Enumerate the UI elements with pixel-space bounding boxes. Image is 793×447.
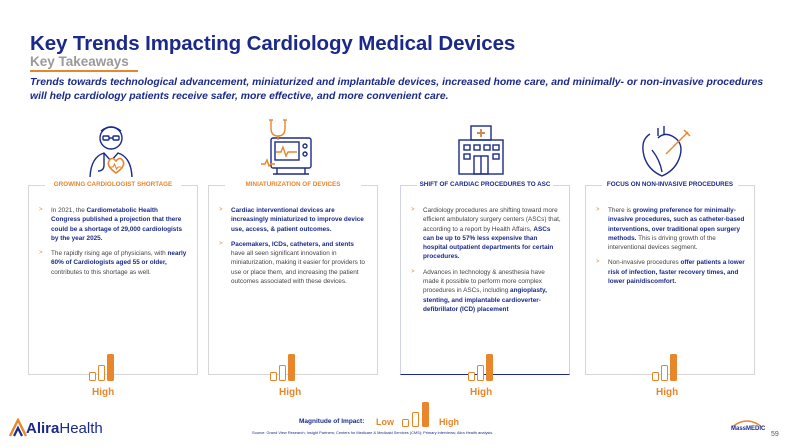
impact-bar-mid — [661, 365, 668, 381]
legend-label: Magnitude of Impact: — [299, 418, 365, 425]
legend-low-label: Low — [376, 417, 394, 427]
card-bullet: Non-invasive procedures offer patients a… — [594, 258, 746, 286]
card-title: MINIATURIZATION OF DEVICES — [245, 181, 341, 188]
card-body: There is growing preference for minimall… — [594, 206, 746, 292]
legend-bar-low — [402, 419, 409, 427]
impact-bar-mid — [279, 365, 286, 381]
impact-bar-low — [270, 372, 277, 381]
impact-bar-mid — [98, 365, 105, 381]
impact-bars — [270, 354, 300, 381]
card-bullet: Cardiac interventional devices are incre… — [217, 206, 369, 234]
impact-bar-low — [652, 372, 659, 381]
impact-label: High — [470, 387, 493, 398]
card-body: In 2021, the Cardiometabolic Health Cong… — [37, 206, 189, 283]
impact-bar-low — [468, 372, 475, 381]
impact-bars — [89, 354, 119, 381]
card-shift-to-asc: SHIFT OF CARDIAC PROCEDURES TO ASC Cardi… — [400, 181, 570, 375]
subtitle-underline — [30, 70, 138, 72]
impact-bar-high — [107, 354, 114, 381]
massmedic-logo-icon — [731, 420, 763, 428]
card-bullet: Pacemakers, ICDs, catheters, and stents … — [217, 240, 369, 286]
card-body: Cardiac interventional devices are incre… — [217, 206, 369, 292]
monitor-stethoscope-icon — [261, 119, 312, 175]
card-non-invasive: FOCUS ON NON-INVASIVE PROCEDURES There i… — [585, 181, 755, 375]
impact-label: High — [279, 387, 302, 398]
intro-statement: Trends towards technological advancement… — [30, 77, 764, 102]
impact-bar-high — [670, 354, 677, 381]
heart-catheter-icon — [642, 126, 691, 177]
legend-bar-high — [422, 402, 429, 427]
doctor-heart-icon — [89, 126, 133, 178]
legend-high-label: High — [439, 417, 459, 427]
card-bullet: Cardiology procedures are shifting towar… — [409, 206, 561, 262]
impact-label: High — [92, 387, 115, 398]
card-title: FOCUS ON NON-INVASIVE PROCEDURES — [606, 181, 734, 188]
card-bullet: In 2021, the Cardiometabolic Health Cong… — [37, 206, 189, 243]
source-note: Source: Grand View Research; Insight Par… — [252, 430, 494, 435]
impact-bars — [468, 354, 498, 381]
page-number: 59 — [771, 431, 779, 438]
hospital-icon — [458, 125, 504, 175]
section-subtitle: Key Takeaways — [30, 54, 129, 69]
impact-bar-mid — [477, 365, 484, 381]
card-miniaturization: MINIATURIZATION OF DEVICES Cardiac inter… — [208, 181, 378, 375]
page-title: Key Trends Impacting Cardiology Medical … — [30, 32, 516, 55]
impact-label: High — [656, 387, 679, 398]
card-bullet: The rapidly rising age of physicians, wi… — [37, 249, 189, 277]
brand-name: AliraHealth — [26, 420, 103, 437]
impact-bar-high — [486, 354, 493, 381]
legend-bars — [402, 402, 434, 427]
legend-bar-mid — [412, 412, 419, 427]
impact-bars — [652, 354, 682, 381]
impact-bar-high — [288, 354, 295, 381]
card-title: SHIFT OF CARDIAC PROCEDURES TO ASC — [419, 181, 551, 188]
card-cardiologist-shortage: GROWING CARDIOLOGIST SHORTAGE In 2021, t… — [28, 181, 198, 375]
partner-logo-text: MassMEDIC — [731, 426, 766, 432]
card-title: GROWING CARDIOLOGIST SHORTAGE — [53, 181, 173, 188]
card-body: Cardiology procedures are shifting towar… — [409, 206, 561, 320]
card-bullet: Advances in technology & anesthesia have… — [409, 268, 561, 314]
impact-bar-low — [89, 372, 96, 381]
card-bullet: There is growing preference for minimall… — [594, 206, 746, 252]
alira-logo-icon — [8, 418, 28, 437]
